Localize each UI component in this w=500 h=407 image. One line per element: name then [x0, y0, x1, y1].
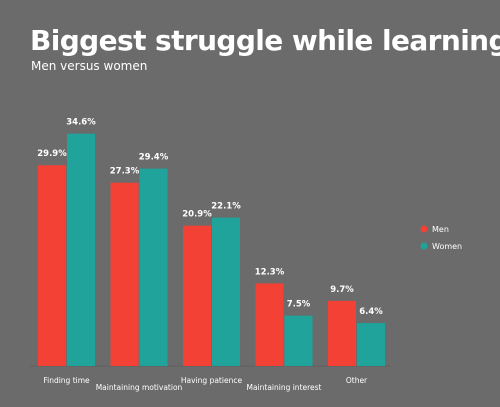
bar-women-3	[284, 315, 313, 366]
chart-subtitle: Men versus women	[31, 59, 147, 73]
category-label-2: Having patience	[181, 376, 243, 385]
value-label-men-4: 9.7%	[330, 285, 354, 295]
bar-women-2	[212, 217, 240, 366]
legend-swatch-men	[420, 225, 428, 233]
chart-title: Biggest struggle while learning	[30, 24, 500, 57]
bar-women-0	[67, 133, 95, 366]
category-label-4: Other	[346, 376, 368, 385]
bar-men-1	[110, 182, 139, 366]
value-label-men-1: 27.3%	[110, 167, 140, 177]
legend-label-women: Women	[432, 242, 462, 251]
category-label-1: Maintaining motivation	[96, 383, 183, 392]
bar-men-0	[38, 165, 66, 366]
value-label-men-0: 29.9%	[37, 149, 67, 159]
legend-swatch-women	[420, 242, 428, 250]
bar-men-2	[183, 225, 211, 366]
value-label-women-3: 7.5%	[287, 300, 311, 310]
category-label-3: Maintaining interest	[246, 383, 321, 392]
labels-layer: 29.9% 34.6% Finding time 27.3% 29.4% Maintain…	[37, 118, 383, 392]
bars-layer	[38, 133, 385, 366]
bar-women-4	[357, 323, 385, 366]
value-label-women-1: 29.4%	[139, 153, 169, 163]
value-label-women-2: 22.1%	[211, 202, 241, 212]
value-label-women-4: 6.4%	[359, 307, 383, 317]
bar-men-4	[328, 300, 356, 366]
bar-men-3	[255, 283, 284, 366]
legend-label-men: Men	[432, 225, 449, 234]
value-label-women-0: 34.6%	[66, 118, 96, 128]
legend: Men Women	[420, 225, 462, 251]
bar-women-1	[139, 168, 168, 366]
value-label-men-3: 12.3%	[255, 267, 285, 277]
category-label-0: Finding time	[43, 376, 90, 385]
value-label-men-2: 20.9%	[182, 210, 212, 220]
